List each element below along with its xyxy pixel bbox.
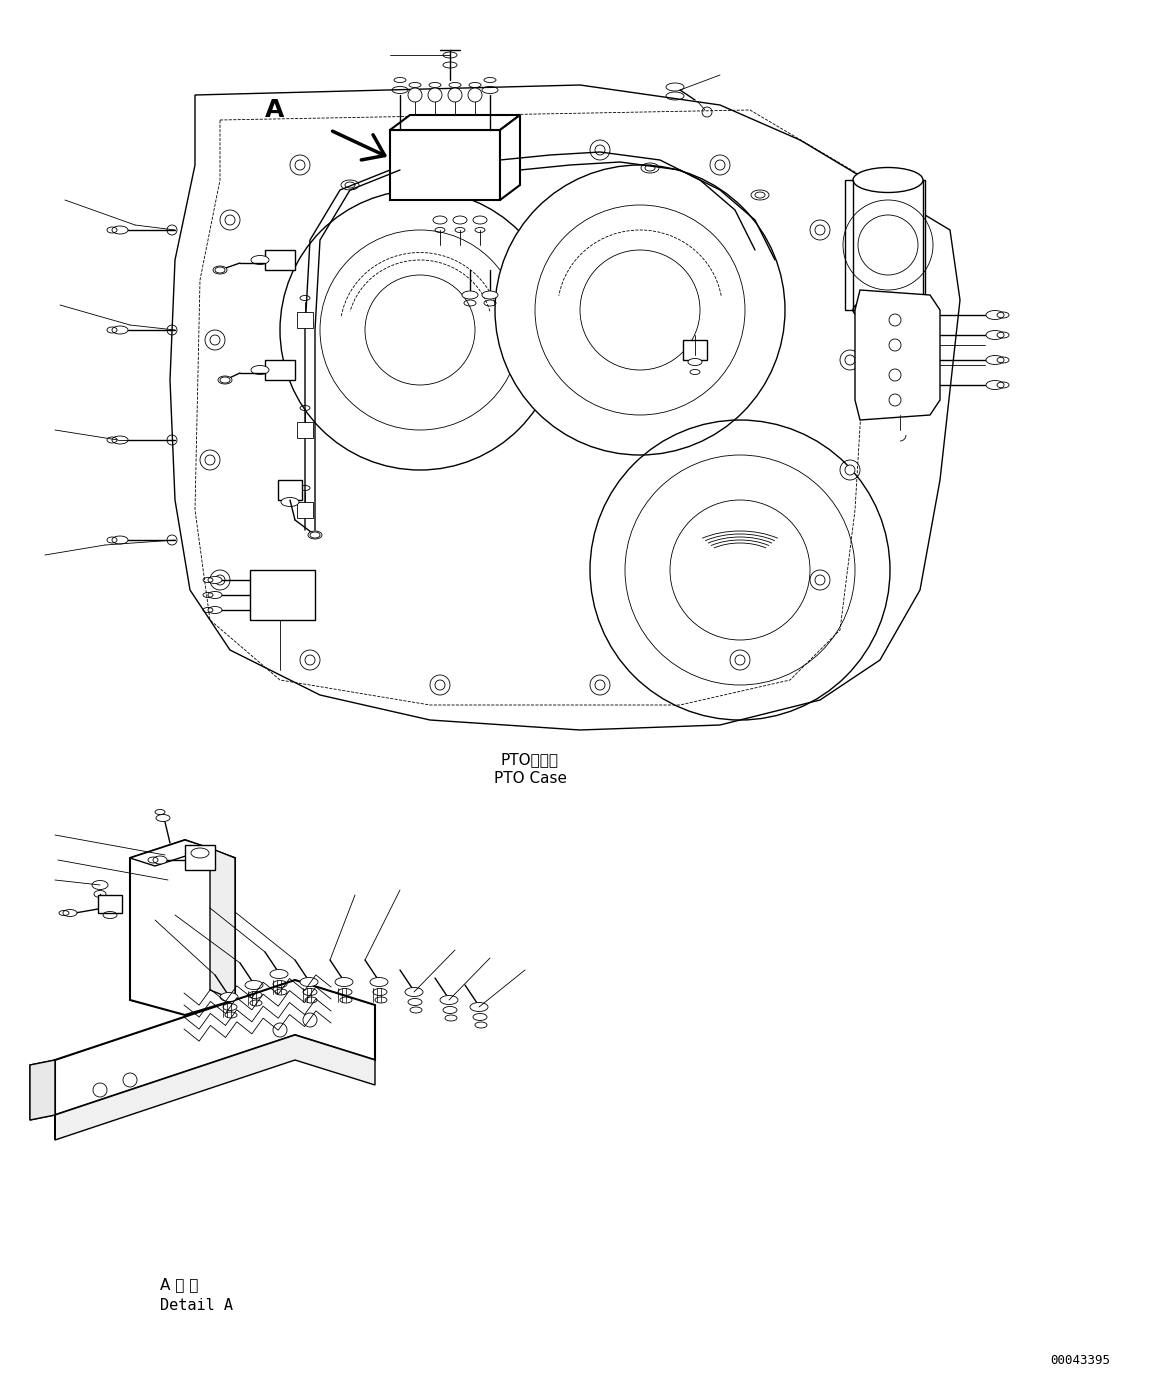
Circle shape	[445, 145, 455, 155]
Bar	[250, 569, 315, 621]
Circle shape	[735, 655, 745, 665]
Circle shape	[435, 680, 445, 690]
Ellipse shape	[454, 216, 468, 224]
Bar	[265, 250, 295, 269]
Bar	[297, 312, 313, 328]
Ellipse shape	[986, 311, 1004, 319]
Polygon shape	[55, 1035, 374, 1140]
Bar	[185, 844, 215, 871]
Ellipse shape	[251, 365, 269, 375]
Ellipse shape	[281, 498, 299, 506]
Bar	[98, 896, 122, 914]
Circle shape	[408, 88, 422, 102]
Ellipse shape	[213, 265, 227, 274]
Polygon shape	[390, 115, 520, 130]
Circle shape	[815, 225, 825, 235]
Ellipse shape	[208, 591, 222, 598]
Circle shape	[715, 160, 725, 170]
Ellipse shape	[481, 292, 498, 299]
Circle shape	[305, 655, 315, 665]
Ellipse shape	[986, 330, 1004, 340]
Bar	[278, 480, 302, 500]
Ellipse shape	[405, 988, 423, 996]
Circle shape	[495, 164, 785, 455]
Circle shape	[224, 216, 235, 225]
Ellipse shape	[462, 292, 478, 299]
Circle shape	[205, 455, 215, 464]
Bar	[846, 180, 925, 310]
Ellipse shape	[63, 909, 77, 916]
Ellipse shape	[986, 380, 1004, 390]
Ellipse shape	[986, 355, 1004, 365]
Circle shape	[846, 355, 855, 365]
Circle shape	[211, 334, 220, 346]
Ellipse shape	[300, 977, 317, 987]
Text: Detail A: Detail A	[160, 1298, 233, 1313]
Polygon shape	[55, 980, 374, 1115]
Polygon shape	[30, 1060, 55, 1119]
Ellipse shape	[154, 855, 167, 864]
Text: PTOケース: PTOケース	[501, 753, 559, 767]
Polygon shape	[170, 86, 959, 730]
Ellipse shape	[245, 980, 263, 990]
Circle shape	[295, 160, 305, 170]
Ellipse shape	[112, 435, 128, 444]
Bar	[390, 130, 500, 200]
Ellipse shape	[370, 977, 388, 987]
Circle shape	[595, 680, 605, 690]
Ellipse shape	[335, 977, 354, 987]
Polygon shape	[130, 840, 211, 867]
Circle shape	[428, 88, 442, 102]
Ellipse shape	[156, 814, 170, 821]
Text: A: A	[265, 98, 285, 122]
Bar	[297, 502, 313, 518]
Ellipse shape	[208, 576, 222, 583]
Ellipse shape	[251, 256, 269, 264]
Bar	[265, 359, 295, 380]
Circle shape	[846, 464, 855, 475]
Text: A 詳 細: A 詳 細	[160, 1277, 199, 1292]
Ellipse shape	[440, 995, 458, 1005]
Ellipse shape	[112, 326, 128, 334]
Circle shape	[468, 88, 481, 102]
Polygon shape	[211, 849, 235, 1001]
Circle shape	[815, 575, 825, 585]
Polygon shape	[130, 840, 235, 1014]
Text: PTO Case: PTO Case	[493, 771, 566, 785]
Text: 00043395: 00043395	[1050, 1353, 1110, 1367]
Polygon shape	[30, 1060, 55, 1140]
Circle shape	[215, 575, 224, 585]
Ellipse shape	[473, 216, 487, 224]
Ellipse shape	[112, 227, 128, 234]
Ellipse shape	[852, 167, 923, 192]
Ellipse shape	[433, 216, 447, 224]
Bar	[683, 340, 707, 359]
Polygon shape	[855, 290, 940, 420]
Ellipse shape	[92, 880, 108, 890]
Circle shape	[448, 88, 462, 102]
Circle shape	[280, 189, 561, 470]
Ellipse shape	[220, 992, 238, 1002]
Ellipse shape	[270, 970, 288, 978]
Ellipse shape	[308, 531, 322, 539]
Circle shape	[595, 145, 605, 155]
Ellipse shape	[217, 376, 231, 384]
Ellipse shape	[688, 358, 702, 365]
Ellipse shape	[208, 607, 222, 614]
Ellipse shape	[112, 536, 128, 545]
Bar	[297, 422, 313, 438]
Polygon shape	[500, 115, 520, 200]
Ellipse shape	[470, 1002, 488, 1012]
